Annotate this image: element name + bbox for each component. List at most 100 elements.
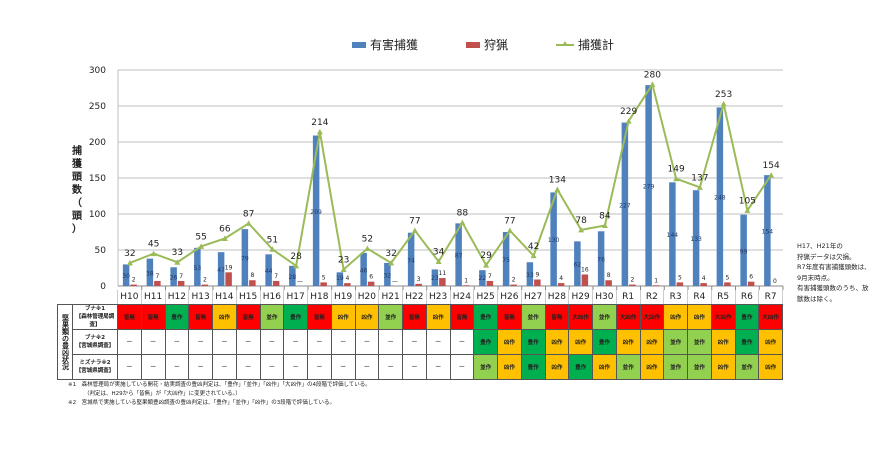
note-line: 狩猟データは欠損。 xyxy=(797,252,856,261)
bar-hunting xyxy=(747,281,755,286)
status-cell: — xyxy=(307,329,332,355)
status-cell: 凶作 xyxy=(354,304,380,330)
bar-hunting xyxy=(225,272,232,286)
side-note: H17、H21年の 狩猟データは欠損。 R7年度有害捕獲頭数は、 9月末時点。 … xyxy=(797,241,889,304)
bar-value-label: 2 xyxy=(132,277,136,284)
triangle-marker-icon xyxy=(150,250,157,257)
bar-value-label: — xyxy=(297,278,303,285)
bar-value-label: 99 xyxy=(740,248,748,255)
status-cell: — xyxy=(164,329,190,355)
total-value-label: 149 xyxy=(668,165,685,175)
total-value-label: 88 xyxy=(457,209,469,219)
status-cell: 皆無 xyxy=(307,304,332,330)
year-header: R3 xyxy=(663,290,688,305)
bar-value-label: 1 xyxy=(464,277,468,284)
total-value-label: 32 xyxy=(385,249,396,259)
bar-hunting xyxy=(177,280,185,286)
total-value-label: 42 xyxy=(528,242,539,252)
status-cell: — xyxy=(117,329,142,355)
status-cell: — xyxy=(354,329,380,355)
legend-swatch-blue xyxy=(352,41,366,48)
status-cell: 凶作 xyxy=(568,329,593,355)
total-value-label: 23 xyxy=(338,255,349,265)
bar-value-label: 76 xyxy=(597,257,605,264)
status-cell: 皆無 xyxy=(140,304,166,330)
triangle-marker-icon xyxy=(578,226,585,233)
bar-hunting xyxy=(320,282,327,286)
triangle-marker-icon xyxy=(696,184,703,190)
status-cell: 凶作 xyxy=(639,354,665,380)
bar-nuisance xyxy=(384,262,391,286)
triangle-marker-icon xyxy=(245,220,252,226)
triangle-marker-icon xyxy=(673,175,680,182)
bar-value-label: 53 xyxy=(194,265,202,272)
status-cell: 皆無 xyxy=(188,304,213,330)
status-cell: — xyxy=(117,354,142,380)
total-value-label: 214 xyxy=(311,118,328,128)
bar-nuisance xyxy=(194,247,201,286)
bar-nuisance xyxy=(146,258,154,286)
year-header: H15 xyxy=(235,290,261,305)
bar-value-label: 28 xyxy=(289,274,297,281)
bar-value-label: 209 xyxy=(310,209,322,216)
bar-nuisance xyxy=(241,229,249,286)
y-tick-label: 250 xyxy=(89,102,106,112)
table-row: ブナ※2 【宮城県調査】 — — — — — — — — — — — — — — — 豊作 凶作 豊作 凶作 凶作 豊作 凶作… xyxy=(58,329,783,355)
status-cell: 皆無 xyxy=(449,304,475,330)
y-tick-label: 200 xyxy=(89,138,106,148)
status-cell: — xyxy=(330,354,356,380)
bar-nuisance xyxy=(312,135,320,286)
bar-value-label: 2 xyxy=(203,277,207,284)
bar-hunting xyxy=(415,283,422,286)
status-cell: 並作 xyxy=(378,304,403,330)
table-row: 堅果類の豊凶状況 ブナ※1 【森林管理局調査】 皆無 皆無 豊作 皆無 凶作 皆無 並作 豊作 皆無凶… xyxy=(57,304,783,380)
bar-value-label: 248 xyxy=(714,195,726,202)
triangle-marker-icon xyxy=(198,243,205,249)
bar-nuisance xyxy=(265,254,272,286)
bar-value-label: 23 xyxy=(431,275,439,282)
bar-value-label: 62 xyxy=(574,262,582,269)
bar-value-label: 227 xyxy=(619,202,631,209)
bar-value-label: 7 xyxy=(488,273,492,280)
status-cell: 凶作 xyxy=(710,354,736,380)
total-value-label: 77 xyxy=(409,217,420,227)
bar-nuisance xyxy=(526,262,534,286)
status-cell: — xyxy=(188,329,213,355)
bar-value-label: 46 xyxy=(360,267,368,274)
note-line: 獣数は除く。 xyxy=(797,294,836,303)
bar-value-label: 154 xyxy=(762,229,774,236)
status-cell: 並作 xyxy=(259,304,285,330)
status-cell: 並作 xyxy=(615,354,641,380)
legend-label: 狩猟 xyxy=(484,38,509,52)
status-cell: 大凶作 xyxy=(615,304,641,330)
bar-value-label: 47 xyxy=(217,267,225,274)
bar-value-label: 8 xyxy=(250,272,254,279)
bar-nuisance xyxy=(289,265,296,286)
total-value-label: 33 xyxy=(172,248,183,258)
y-tick-label: 300 xyxy=(89,66,106,76)
bar-nuisance xyxy=(621,122,629,286)
total-value-label: 28 xyxy=(290,252,302,262)
status-cell: 凶作 xyxy=(330,304,356,330)
status-cell: — xyxy=(212,329,237,355)
year-header: R5 xyxy=(710,290,736,305)
legend-swatch-red xyxy=(466,41,481,48)
triangle-marker-icon xyxy=(411,227,418,234)
status-cell: 皆無 xyxy=(117,304,142,330)
year-header: H19 xyxy=(330,290,356,305)
status-cell: — xyxy=(402,329,427,355)
bar-hunting xyxy=(629,284,636,286)
footnote-1-sub: （判定は、H29から「皆無」が「大凶作」に変更されている。） xyxy=(84,391,241,397)
triangle-marker-icon xyxy=(388,259,395,266)
bar-hunting xyxy=(462,285,470,286)
chart-legend: 有害捕獲 狩猟 捕獲計 xyxy=(352,36,614,53)
year-header: H25 xyxy=(473,290,498,305)
year-header: H21 xyxy=(378,290,403,305)
row-label: ミズナラ※2 【宮城県調査】 xyxy=(72,354,118,380)
triangle-marker-icon xyxy=(506,227,513,234)
year-header: H29 xyxy=(568,290,593,305)
bar-value-label: 30 xyxy=(122,273,130,280)
status-cell: — xyxy=(330,329,356,355)
total-value-label: 66 xyxy=(219,224,231,234)
status-cell: — xyxy=(449,329,475,355)
